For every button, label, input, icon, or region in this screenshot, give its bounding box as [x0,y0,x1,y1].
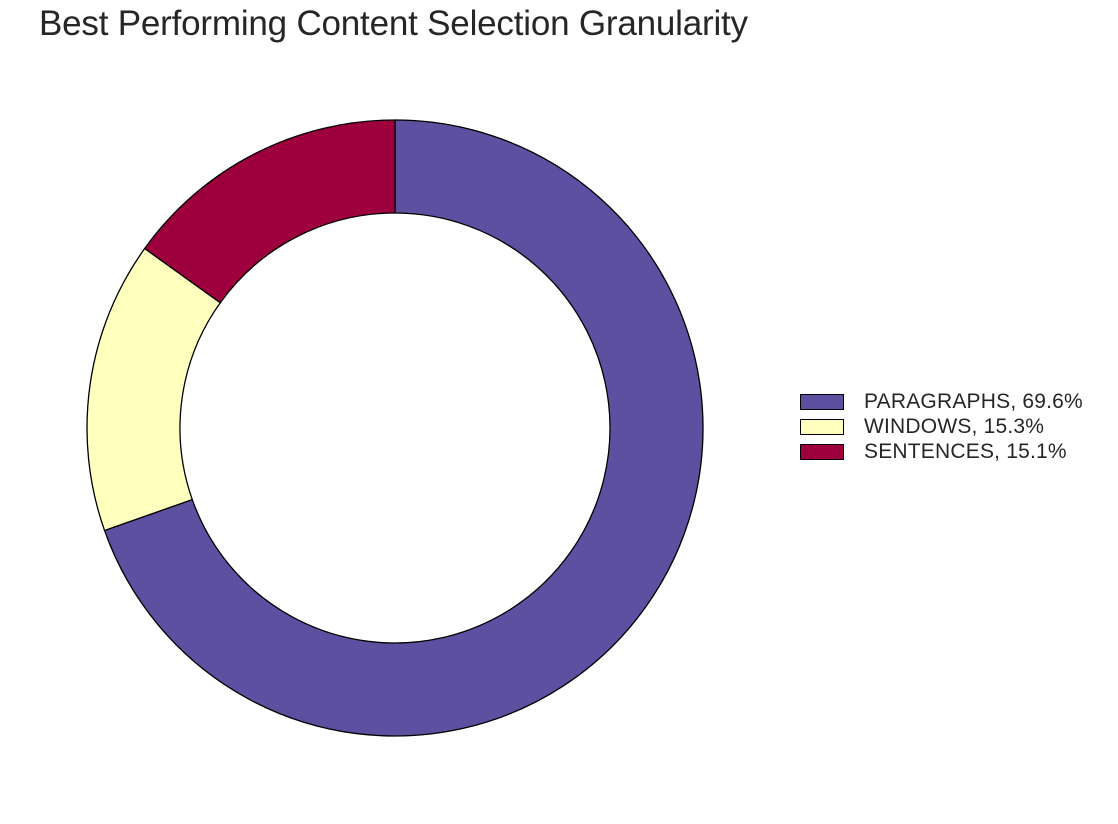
legend-item-paragraphs: PARAGRAPHS, 69.6% [800,389,1083,414]
legend-swatch-sentences [800,443,844,460]
legend-swatch-paragraphs [800,393,844,410]
legend-swatch-windows [800,418,844,435]
chart-legend: PARAGRAPHS, 69.6% WINDOWS, 15.3% SENTENC… [800,389,1083,464]
donut-slice-windows [86,247,221,532]
legend-label-sentences: SENTENCES, 15.1% [864,439,1067,463]
legend-item-windows: WINDOWS, 15.3% [800,414,1083,439]
donut-slice-paragraphs [103,119,704,737]
legend-item-sentences: SENTENCES, 15.1% [800,439,1083,464]
donut-slice-sentences [144,119,396,304]
chart-title: Best Performing Content Selection Granul… [39,4,748,43]
legend-label-windows: WINDOWS, 15.3% [864,414,1045,438]
donut-slices [86,119,704,737]
legend-label-paragraphs: PARAGRAPHS, 69.6% [864,389,1083,413]
